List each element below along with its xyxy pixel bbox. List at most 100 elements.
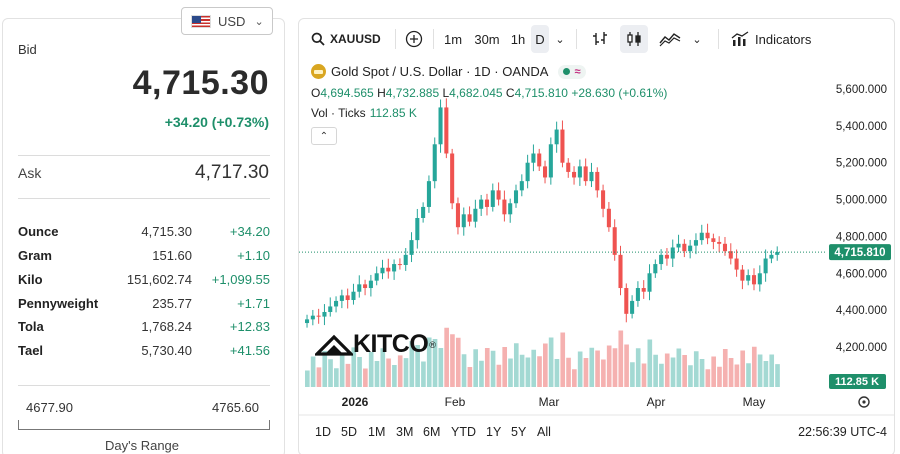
y-tick-label: 4,800.000 — [836, 231, 887, 243]
candle-body — [757, 273, 762, 285]
volume-bar — [589, 347, 595, 387]
candle-body — [351, 291, 356, 301]
area-chart-icon — [659, 33, 681, 47]
volume-bar — [363, 368, 368, 387]
unit-change: +34.20 — [229, 224, 270, 239]
x-tick-label: 2026 — [342, 395, 369, 409]
interval-menu-chevron-icon[interactable]: ⌄ — [555, 33, 565, 46]
candle-body — [496, 190, 501, 200]
candle-body — [357, 284, 362, 292]
day-range-bar — [18, 420, 270, 430]
volume-bar — [618, 330, 624, 387]
unit-change: +1,099.55 — [211, 272, 270, 287]
volume-bar — [670, 357, 676, 387]
range-1y[interactable]: 1Y — [486, 425, 502, 439]
volume-bar — [432, 339, 438, 387]
volume-bar — [763, 361, 769, 387]
candle-body — [606, 208, 611, 228]
collapse-legend-button[interactable]: ⌃ — [311, 127, 337, 145]
candle-body — [676, 243, 681, 248]
candle-body — [612, 227, 617, 255]
volume-bar — [566, 357, 571, 387]
range-5y[interactable]: 5Y — [511, 425, 527, 439]
interval-1h[interactable]: 1h — [510, 31, 526, 47]
candles-chart-type-button[interactable] — [620, 25, 648, 53]
candle-body — [740, 269, 745, 281]
volume-bar — [653, 354, 658, 387]
volume-bar — [374, 361, 380, 387]
volume-value: 112.85 K — [369, 106, 417, 120]
interval-30m[interactable]: 30m — [474, 31, 500, 47]
area-chart-type-button[interactable] — [656, 25, 684, 53]
volume-bar — [484, 348, 490, 387]
interval-d[interactable]: D — [531, 25, 549, 53]
volume-bar — [461, 354, 467, 387]
divider — [18, 155, 270, 156]
chevron-up-icon: ⌃ — [319, 130, 329, 142]
range-1d[interactable]: 1D — [315, 425, 331, 439]
range-1m[interactable]: 1M — [368, 425, 386, 439]
price-chart[interactable]: 5,600.000 5,400.000 5,200.000 5,000.000 4,80… — [299, 19, 895, 454]
volume-bar — [531, 349, 537, 387]
volume-bar — [508, 358, 513, 387]
market-open-dot-icon — [563, 68, 571, 75]
candle-body — [490, 190, 495, 207]
volume-bar — [751, 346, 757, 387]
unit-price: 151.60 — [152, 248, 192, 263]
candle-body — [525, 162, 530, 182]
candle-body — [322, 311, 327, 317]
range-3m[interactable]: 3M — [396, 425, 414, 439]
currency-select[interactable]: USD ⌄ — [181, 7, 273, 35]
volume-bar — [438, 348, 444, 387]
volume-bar — [659, 363, 664, 387]
volume-bar — [548, 337, 554, 387]
unit-row-pennyweight: Pennyweight 235.77 +1.71 — [18, 296, 270, 314]
volume-bar — [409, 341, 415, 387]
candle-body — [392, 264, 397, 272]
candle-body — [461, 214, 466, 228]
candle-body — [543, 166, 548, 178]
candle-body — [334, 300, 339, 307]
candle-body — [310, 315, 315, 320]
volume-bar — [572, 369, 577, 387]
range-all[interactable]: All — [537, 425, 551, 439]
candle-body — [328, 306, 333, 312]
ohlc-bars-icon — [593, 32, 607, 45]
unit-change: +1.71 — [237, 296, 270, 311]
volume-bar — [444, 327, 449, 387]
candle-body — [699, 232, 704, 241]
symbol-search[interactable]: XAUUSD — [307, 25, 387, 53]
chart-type-chevron-icon[interactable]: ⌄ — [692, 33, 702, 46]
bid-price: 4,715.30 — [132, 64, 269, 102]
kitco-logo-mark-icon — [315, 334, 353, 356]
candle-body — [746, 275, 751, 281]
volume-bar — [525, 357, 531, 387]
indicators-button[interactable]: Indicators — [727, 25, 819, 53]
delayed-data-icon: ≈ — [574, 65, 581, 78]
volume-bar — [577, 351, 583, 387]
volume-bar — [676, 348, 682, 387]
bar-chart-type-button[interactable] — [587, 25, 613, 53]
volume-bar — [601, 359, 606, 387]
range-ytd[interactable]: YTD — [451, 425, 476, 439]
candle-body — [531, 153, 536, 163]
candle-body — [339, 295, 344, 301]
divider — [718, 29, 719, 49]
compare-symbol-button[interactable] — [401, 25, 427, 53]
range-6m[interactable]: 6M — [423, 425, 441, 439]
unit-row-ounce: Ounce 4,715.30 +34.20 — [18, 224, 270, 242]
volume-bar — [688, 365, 693, 387]
volume-bar — [490, 350, 496, 387]
unit-change: +41.56 — [229, 343, 270, 358]
candle-body — [403, 254, 408, 265]
candle-body — [583, 166, 588, 182]
candle-body — [618, 254, 623, 289]
volume-bar — [682, 355, 687, 387]
volume-bar — [635, 348, 641, 387]
candle-body — [548, 144, 553, 178]
divider — [433, 29, 434, 49]
range-5d[interactable]: 5D — [341, 425, 357, 439]
volume-bar — [699, 359, 705, 387]
volume-bar — [426, 337, 432, 387]
interval-1m[interactable]: 1m — [443, 31, 463, 47]
